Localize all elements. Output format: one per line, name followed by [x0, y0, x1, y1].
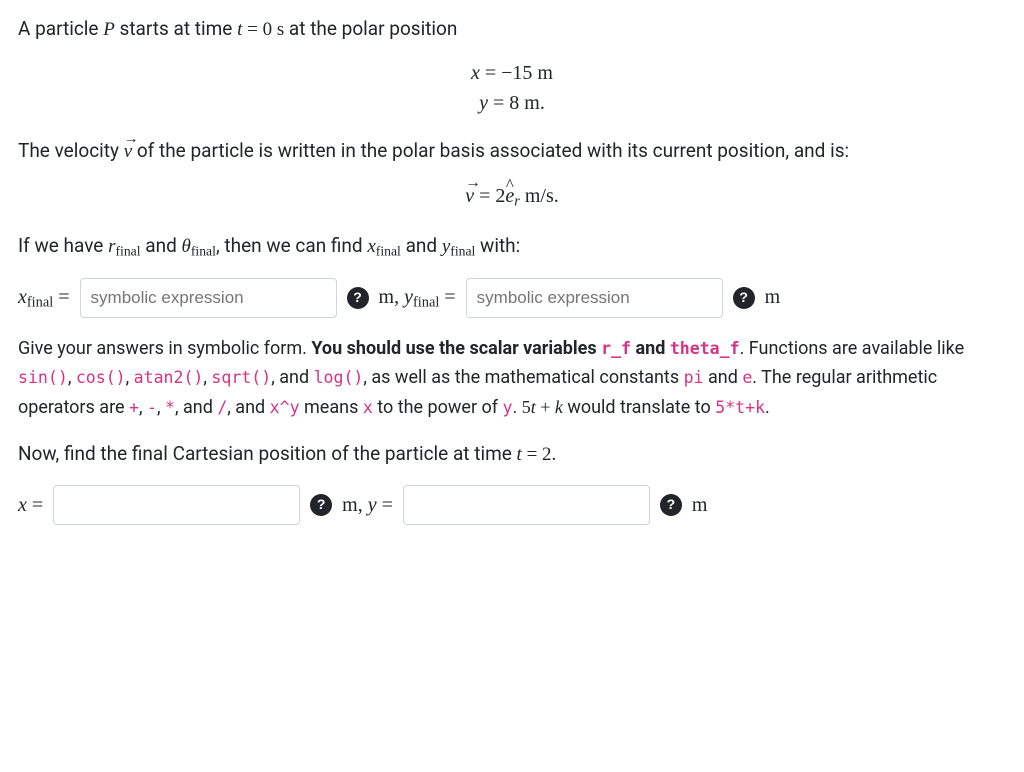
now-paragraph: Now, find the final Cartesian position o…: [18, 439, 1006, 469]
input-x[interactable]: [53, 485, 300, 525]
equation-velocity: v = 2er m/s.: [18, 181, 1006, 213]
input-y[interactable]: [403, 485, 650, 525]
help-icon[interactable]: ?: [310, 494, 332, 516]
equation-initial-position: x = −15 m y = 8 m.: [18, 58, 1006, 118]
hint-paragraph: Give your answers in symbolic form. You …: [18, 334, 1006, 423]
help-icon[interactable]: ?: [347, 287, 369, 309]
vector-v: v: [124, 137, 132, 166]
help-icon[interactable]: ?: [660, 494, 682, 516]
input-x-final[interactable]: [80, 278, 337, 318]
input-row-symbolic: xfinal = ? m, yfinal = ? m: [18, 278, 1006, 318]
conditional-paragraph: If we have rfinal and θfinal, then we ca…: [18, 231, 1006, 262]
intro-paragraph: A particle P starts at time t = 0 s at t…: [18, 14, 1006, 44]
velocity-paragraph: The velocity v of the particle is writte…: [18, 136, 1006, 166]
label-m-y-final: m, yfinal =: [379, 282, 456, 314]
input-y-final[interactable]: [466, 278, 723, 318]
label-m-y: m, y =: [342, 490, 393, 521]
help-icon[interactable]: ?: [733, 287, 755, 309]
unit-m: m: [692, 490, 708, 521]
label-x-final: xfinal =: [18, 282, 70, 314]
input-row-numeric: x = ? m, y = ? m: [18, 485, 1006, 525]
var-P: P: [103, 19, 115, 40]
unit-m: m: [765, 282, 781, 313]
label-x: x =: [18, 490, 43, 521]
